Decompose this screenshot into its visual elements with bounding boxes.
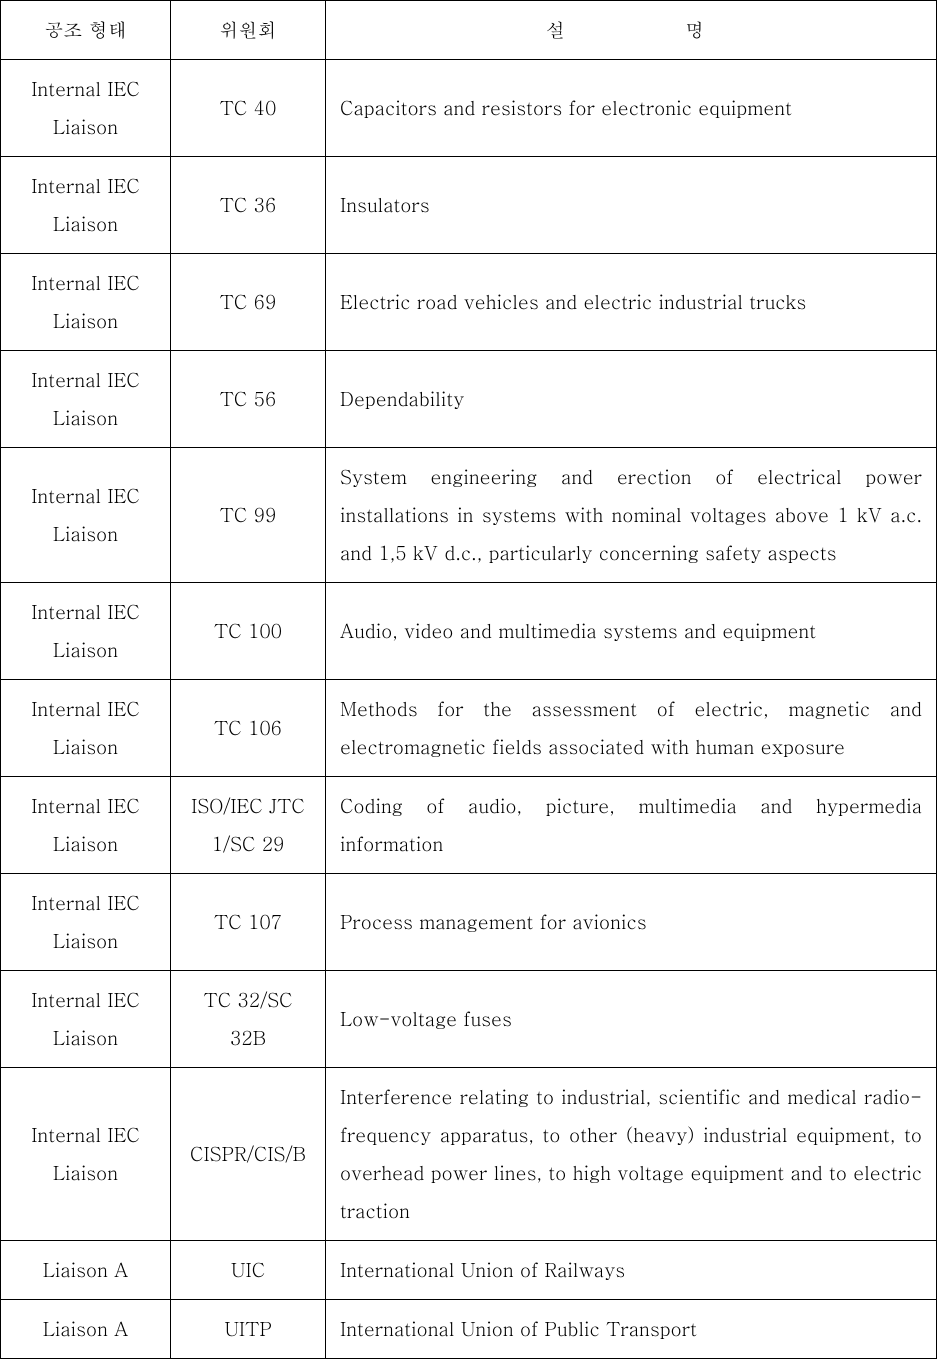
header-type: 공조 형태 (1, 1, 171, 60)
table-row: Internal IEC Liaison TC 69 Electric road… (1, 254, 937, 351)
cell-type: Internal IEC Liaison (1, 448, 171, 583)
table-row: Internal IEC Liaison TC 99 System engine… (1, 448, 937, 583)
table-row: Internal IEC Liaison TC 32/SC 32B Low-vo… (1, 971, 937, 1068)
cell-type: Internal IEC Liaison (1, 1068, 171, 1241)
cell-type: Internal IEC Liaison (1, 874, 171, 971)
cell-description: International Union of Railways (326, 1241, 937, 1300)
cell-type: Internal IEC Liaison (1, 971, 171, 1068)
cell-type: Internal IEC Liaison (1, 157, 171, 254)
table-row: Internal IEC Liaison TC 107 Process mana… (1, 874, 937, 971)
table-row: Internal IEC Liaison CISPR/CIS/B Interfe… (1, 1068, 937, 1241)
cell-type: Liaison A (1, 1300, 171, 1359)
cell-committee: TC 106 (171, 680, 326, 777)
cell-description: Interference relating to industrial, sci… (326, 1068, 937, 1241)
cell-committee: ISO/IEC JTC 1/SC 29 (171, 777, 326, 874)
cell-description: Low-voltage fuses (326, 971, 937, 1068)
cell-committee: TC 32/SC 32B (171, 971, 326, 1068)
table-row: Liaison A UIC International Union of Rai… (1, 1241, 937, 1300)
cell-description: Electric road vehicles and electric indu… (326, 254, 937, 351)
liaison-table: 공조 형태 위원회 설 명 Internal IEC Liaison TC 40… (0, 0, 937, 1359)
table-row: Internal IEC Liaison TC 40 Capacitors an… (1, 60, 937, 157)
cell-description: Capacitors and resistors for electronic … (326, 60, 937, 157)
header-committee: 위원회 (171, 1, 326, 60)
table-row: Internal IEC Liaison TC 106 Methods for … (1, 680, 937, 777)
cell-type: Internal IEC Liaison (1, 351, 171, 448)
cell-type: Internal IEC Liaison (1, 60, 171, 157)
table-row: Internal IEC Liaison TC 36 Insulators (1, 157, 937, 254)
cell-committee: TC 56 (171, 351, 326, 448)
table-body: Internal IEC Liaison TC 40 Capacitors an… (1, 60, 937, 1359)
table-row: Internal IEC Liaison ISO/IEC JTC 1/SC 29… (1, 777, 937, 874)
table-header-row: 공조 형태 위원회 설 명 (1, 1, 937, 60)
header-description: 설 명 (326, 1, 937, 60)
cell-description: Process management for avionics (326, 874, 937, 971)
cell-description: Insulators (326, 157, 937, 254)
cell-committee: TC 69 (171, 254, 326, 351)
cell-description: Audio, video and multimedia systems and … (326, 583, 937, 680)
cell-description: Dependability (326, 351, 937, 448)
cell-committee: UITP (171, 1300, 326, 1359)
cell-committee: TC 40 (171, 60, 326, 157)
cell-description: System engineering and erection of elect… (326, 448, 937, 583)
cell-type: Internal IEC Liaison (1, 777, 171, 874)
cell-type: Liaison A (1, 1241, 171, 1300)
table-row: Internal IEC Liaison TC 100 Audio, video… (1, 583, 937, 680)
cell-type: Internal IEC Liaison (1, 583, 171, 680)
cell-committee: TC 36 (171, 157, 326, 254)
cell-description: Methods for the assessment of electric, … (326, 680, 937, 777)
cell-description: Coding of audio, picture, multimedia and… (326, 777, 937, 874)
cell-committee: TC 107 (171, 874, 326, 971)
table-row: Liaison A UITP International Union of Pu… (1, 1300, 937, 1359)
cell-committee: TC 100 (171, 583, 326, 680)
cell-description: International Union of Public Transport (326, 1300, 937, 1359)
table-header: 공조 형태 위원회 설 명 (1, 1, 937, 60)
cell-type: Internal IEC Liaison (1, 254, 171, 351)
cell-committee: CISPR/CIS/B (171, 1068, 326, 1241)
cell-type: Internal IEC Liaison (1, 680, 171, 777)
cell-committee: TC 99 (171, 448, 326, 583)
cell-committee: UIC (171, 1241, 326, 1300)
table-row: Internal IEC Liaison TC 56 Dependability (1, 351, 937, 448)
